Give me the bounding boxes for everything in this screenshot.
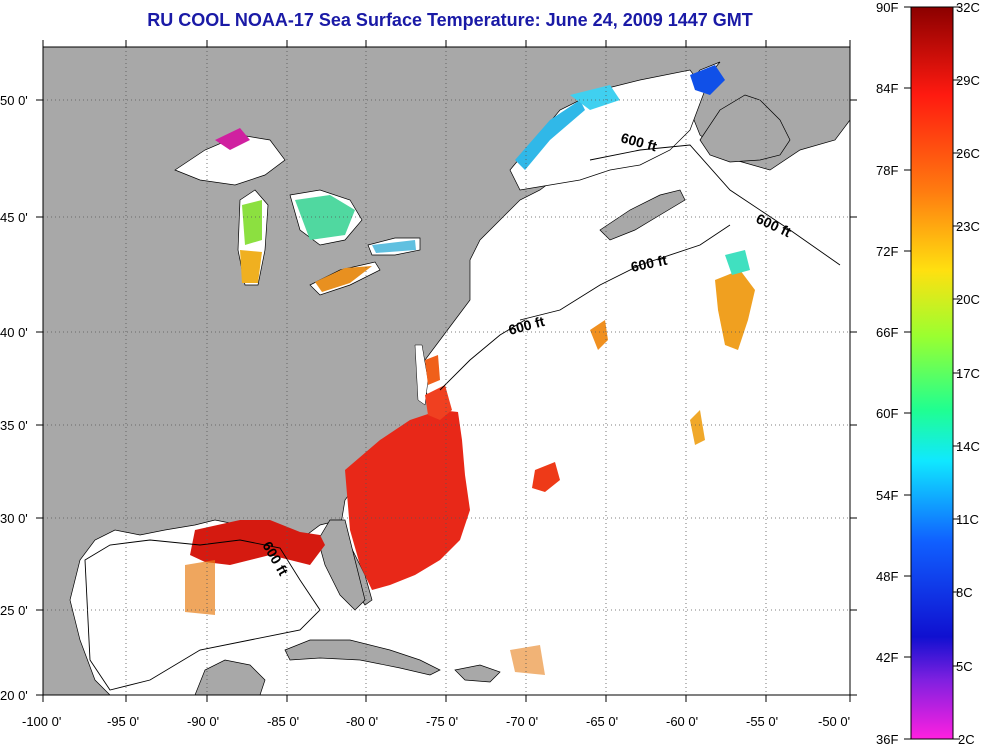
lon-label: -60 0' [666,714,698,729]
lon-label: -85 0' [267,714,299,729]
lat-label: 30 0' [0,511,28,526]
lon-label: -80 0' [346,714,378,729]
colorbar-f-label: 78F [876,163,898,178]
graticule [43,47,850,695]
lon-labels: -100 0' -95 0' -90 0' -85 0' -80 0' -75 … [22,714,850,729]
map-title: RU COOL NOAA-17 Sea Surface Temperature:… [147,10,753,30]
colorbar-gradient [910,6,954,740]
colorbar-c-label: 29C [956,73,980,88]
land-newfoundland [699,94,791,163]
land-yucatan [194,659,266,695]
map-plot-area: 600 ft 600 ft 600 ft 600 ft 600 ft [43,47,850,695]
lake-superior [174,134,286,186]
lon-label: -65 0' [586,714,618,729]
colorbar-f-label: 72F [876,244,898,259]
lat-label: 20 0' [0,688,28,703]
lon-label: -100 0' [22,714,61,729]
colorbar-c-label: 14C [956,439,980,454]
lat-labels: 20 0' 25 0' 30 0' 35 0' 40 0' 45 0' 50 0… [0,93,28,703]
colorbar-c-label: 8C [956,585,973,600]
colorbar-f-label: 84F [876,81,898,96]
colorbar-c-label: 23C [956,219,980,234]
lon-label: -90 0' [187,714,219,729]
lat-label: 50 0' [0,93,28,108]
colorbar-f-label: 42F [876,650,898,665]
colorbar-f-label: 36F [876,732,898,747]
colorbar-c-label: 5C [956,659,973,674]
lon-label: -95 0' [107,714,139,729]
lon-label: -50 0' [818,714,850,729]
colorbar-c-label: 32C [956,0,980,15]
colorbar: 90F 84F 78F 72F 66F 60F 54F 48F 42F 36F … [876,0,980,747]
colorbar-c-label: 2C [958,732,975,747]
lon-label: -70 0' [506,714,538,729]
land-hispaniola [454,664,501,683]
lon-label: -75 0' [426,714,458,729]
lat-label: 25 0' [0,603,28,618]
chesapeake-bay [414,344,429,406]
colorbar-c-label: 26C [956,146,980,161]
colorbar-f-label: 60F [876,406,898,421]
sst-data [185,65,755,675]
colorbar-f-label: 90F [876,0,898,15]
colorbar-c-label: 17C [956,366,980,381]
lat-label: 45 0' [0,210,28,225]
lon-label: -55 0' [746,714,778,729]
axis-ticks [36,40,857,702]
lat-label: 40 0' [0,325,28,340]
colorbar-c-label: 11C [956,512,979,527]
land-cuba [284,639,441,676]
colorbar-f-label: 48F [876,569,898,584]
colorbar-c-label: 20C [956,292,980,307]
colorbar-f-label: 54F [876,488,898,503]
colorbar-f-label: 66F [876,325,898,340]
lat-label: 35 0' [0,418,28,433]
contour-label-3: 600 ft [629,252,668,275]
land-nova-scotia [599,189,686,241]
